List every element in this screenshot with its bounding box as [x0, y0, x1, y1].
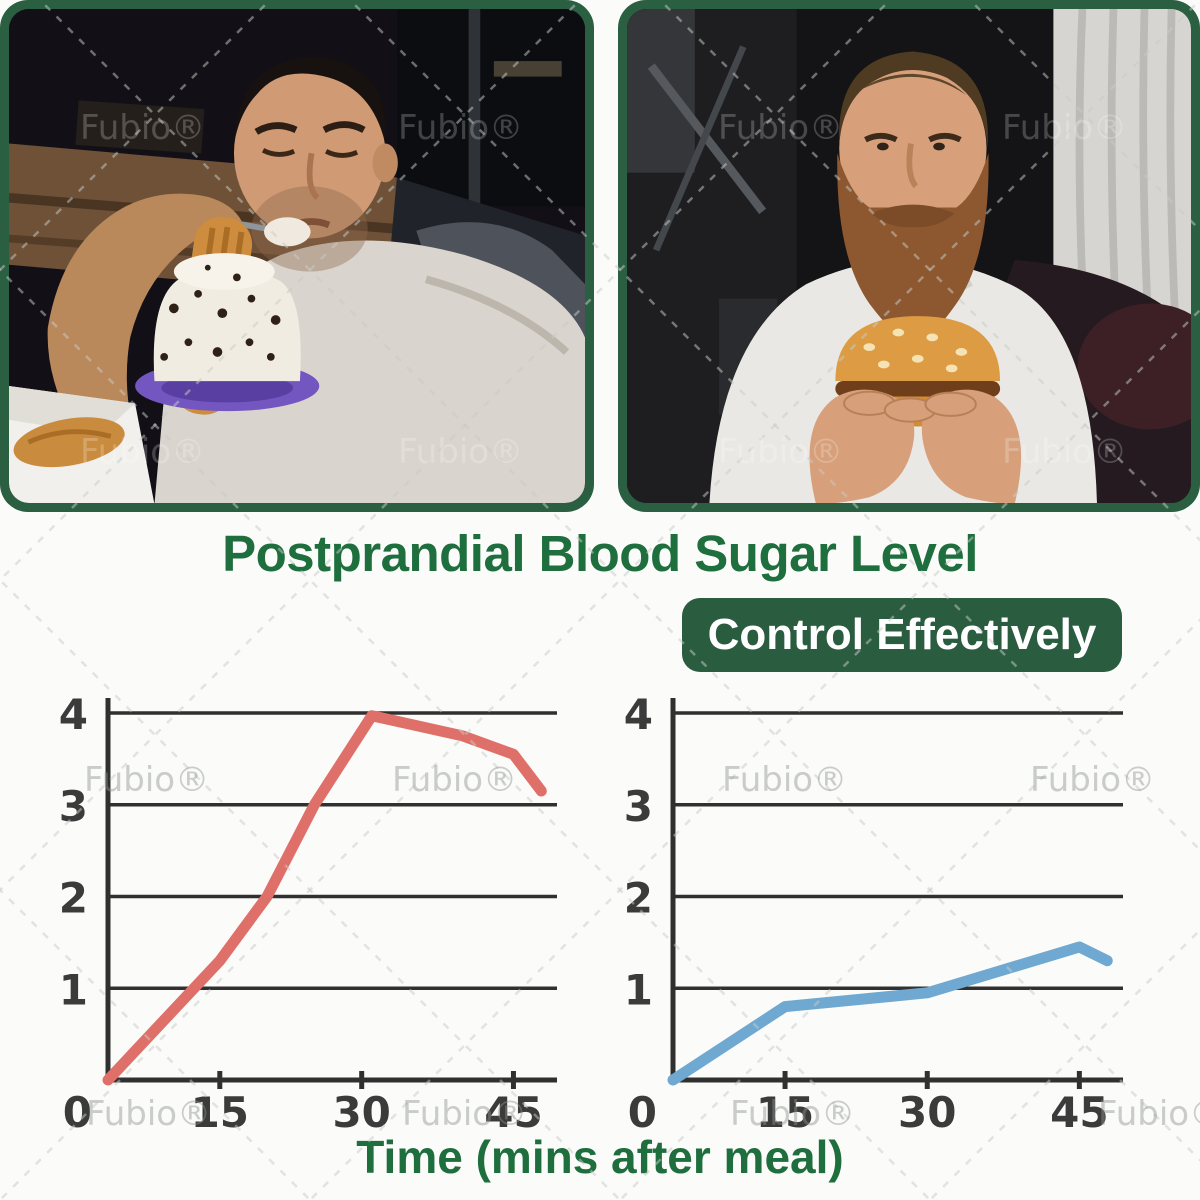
cream-on-spoon — [264, 217, 311, 247]
svg-text:3: 3 — [624, 782, 653, 831]
svg-text:3: 3 — [59, 782, 88, 831]
svg-text:45: 45 — [484, 1088, 542, 1135]
svg-text:15: 15 — [191, 1088, 249, 1135]
svg-text:30: 30 — [898, 1088, 956, 1135]
photo-frame-right — [618, 0, 1200, 512]
svg-text:4: 4 — [624, 690, 653, 739]
illustration-man-eating-burger — [627, 9, 1191, 503]
photo-overeating-cake — [9, 9, 585, 503]
photo-eating-burger — [627, 9, 1191, 503]
x-axis-label: Time (mins after meal) — [356, 1131, 844, 1183]
control-effectively-badge: Control Effectively — [682, 598, 1122, 672]
svg-text:2: 2 — [59, 874, 88, 923]
chart-controlled-blood-sugar: 15 30 45 0 1 2 3 4 — [624, 690, 1123, 1135]
svg-text:1: 1 — [624, 965, 653, 1014]
svg-text:30: 30 — [332, 1088, 390, 1135]
photo-frame-left — [0, 0, 594, 512]
svg-text:45: 45 — [1050, 1088, 1108, 1135]
svg-text:0: 0 — [628, 1088, 657, 1135]
svg-text:15: 15 — [756, 1088, 814, 1135]
svg-text:0: 0 — [63, 1088, 92, 1135]
window — [396, 9, 585, 207]
svg-text:4: 4 — [59, 690, 88, 739]
illustration-man-eating-cake — [9, 9, 585, 503]
pastry-box — [9, 385, 155, 503]
page-title: Postprandial Blood Sugar Level — [222, 525, 978, 582]
svg-text:1: 1 — [59, 965, 88, 1014]
chart-uncontrolled-blood-sugar: 15 30 45 0 1 2 3 4 — [59, 690, 557, 1135]
svg-text:2: 2 — [624, 874, 653, 923]
